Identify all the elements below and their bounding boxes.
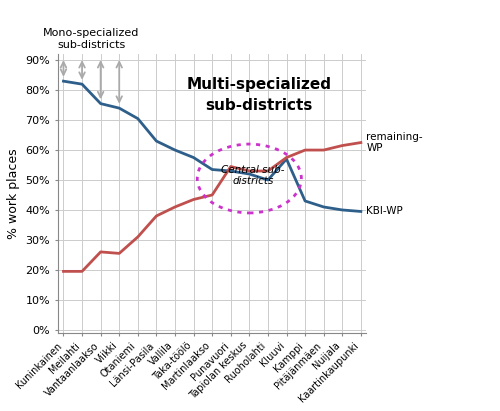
Text: Mono-specialized
sub-districts: Mono-specialized sub-districts: [43, 28, 140, 50]
Text: sub-districts: sub-districts: [205, 98, 312, 113]
Text: remaining-
WP: remaining- WP: [366, 132, 423, 153]
Text: KBI-WP: KBI-WP: [366, 206, 403, 217]
Text: Central sub-
districts: Central sub- districts: [222, 165, 285, 186]
Y-axis label: % work places: % work places: [7, 148, 20, 239]
Text: Multi-specialized: Multi-specialized: [186, 77, 331, 92]
